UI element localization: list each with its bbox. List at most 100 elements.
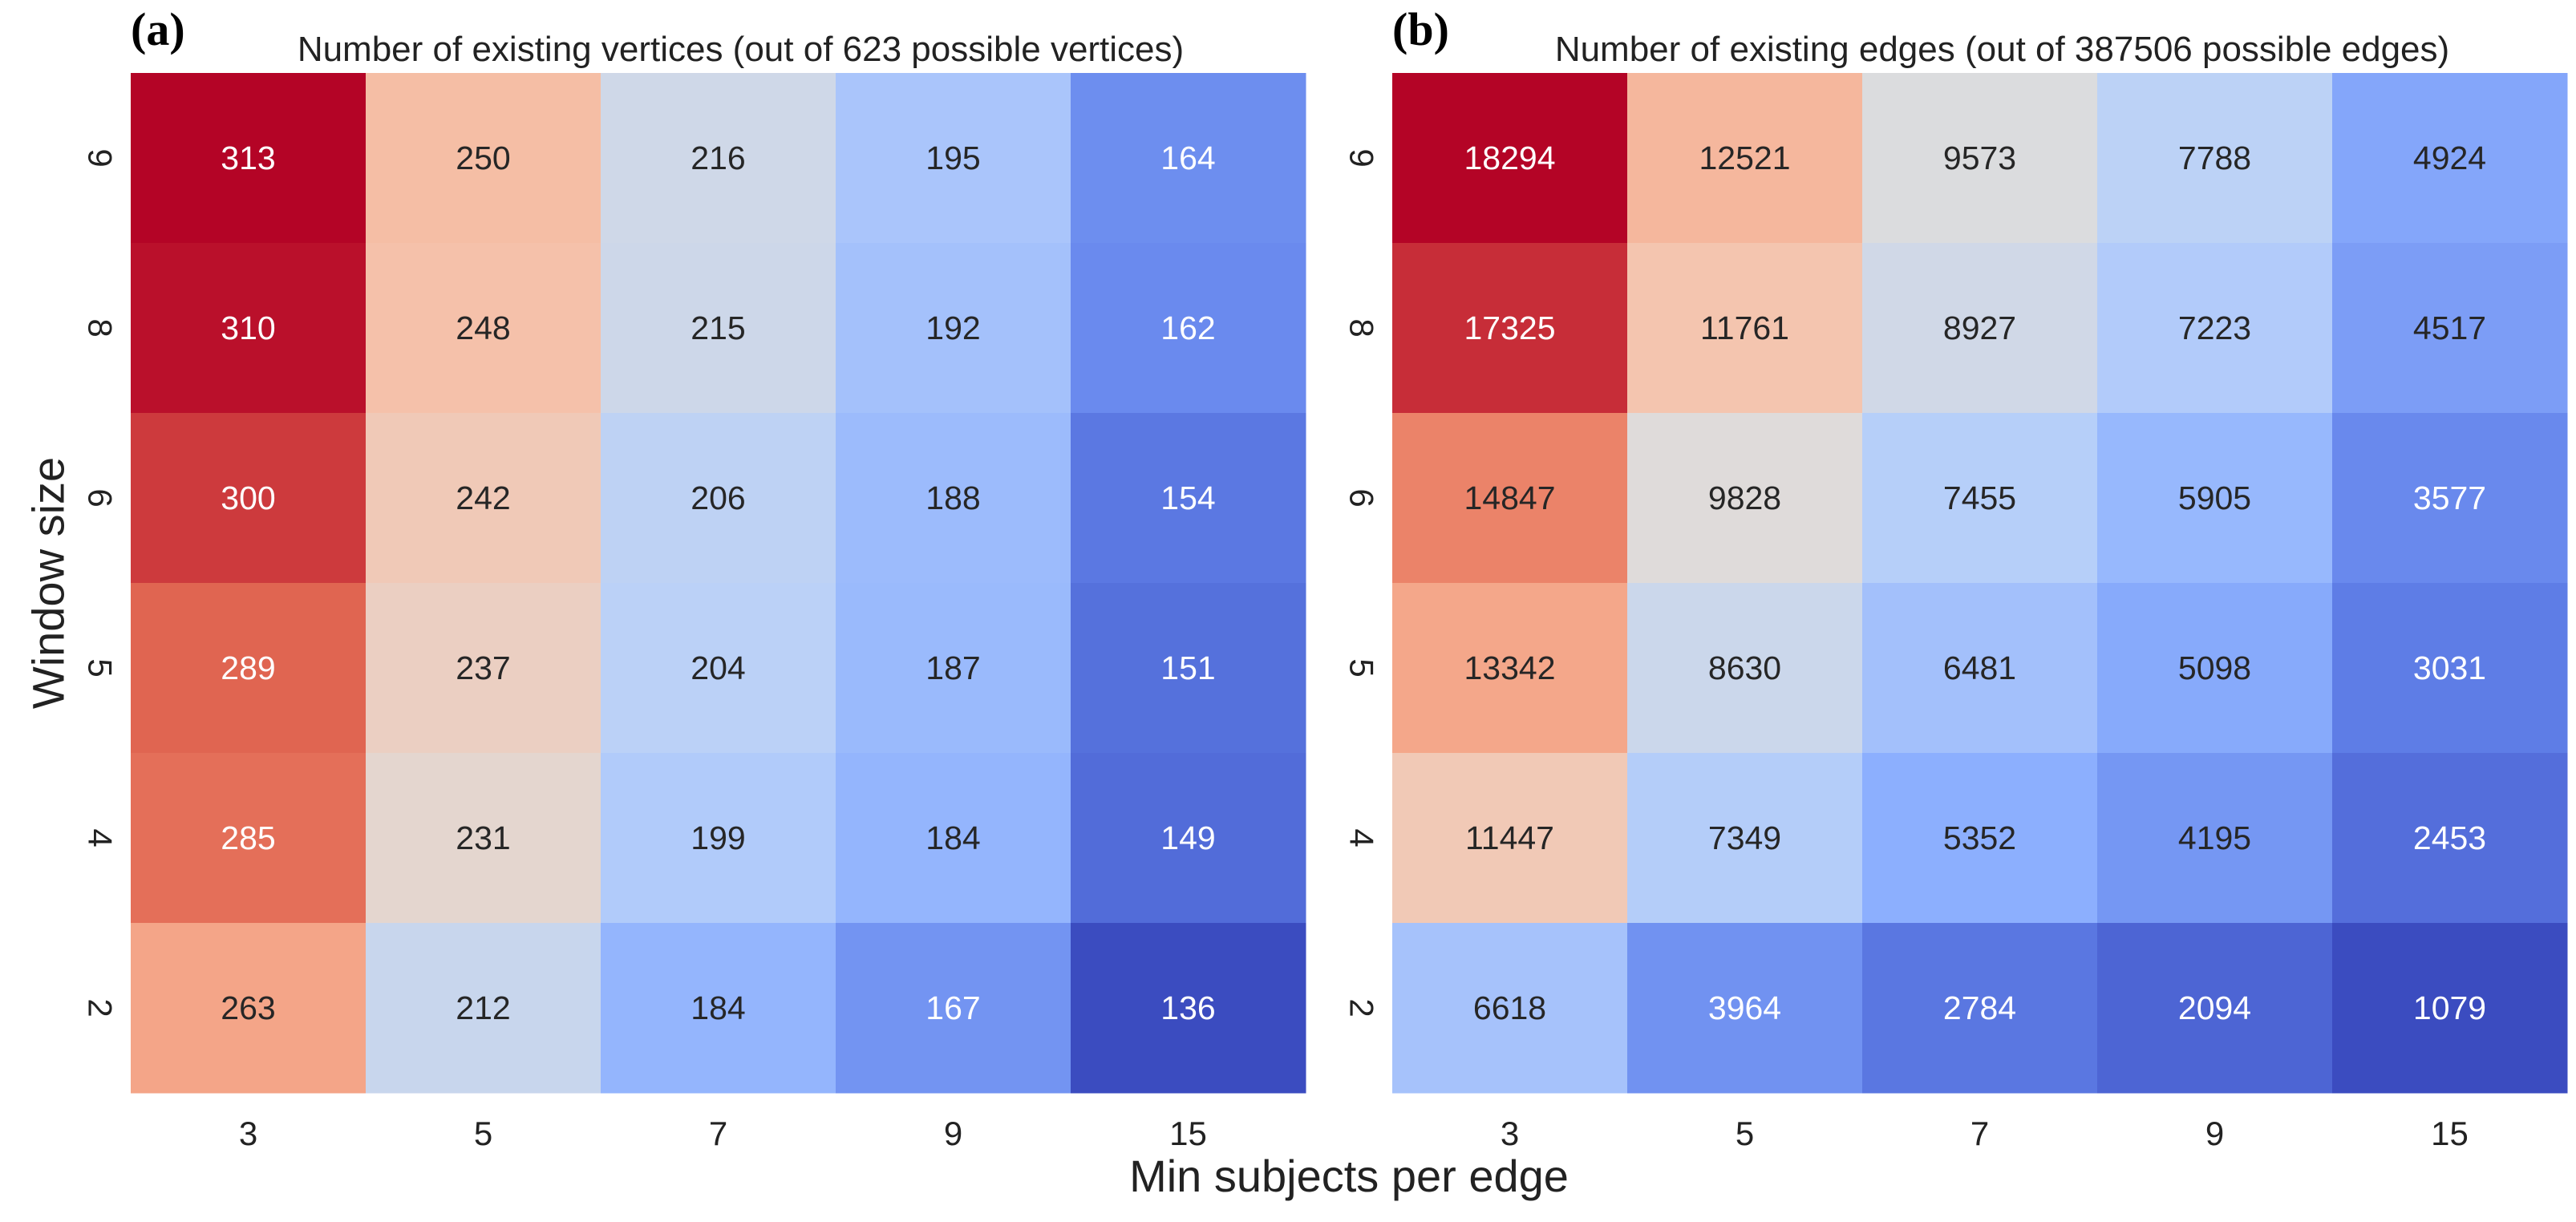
cell-value-1-4-0: 11447: [1465, 819, 1554, 856]
y-tick-label-0-4: 4: [82, 828, 119, 847]
heatmap-cell-0-5-4: [1071, 923, 1306, 1094]
heatmap-cell-0-5-2: [601, 923, 836, 1094]
y-tick-label-0-5: 2: [82, 998, 119, 1017]
cell-value-1-2-2: 7455: [1943, 479, 2016, 516]
heatmap-cell-0-2-3: [836, 413, 1071, 584]
cell-value-0-3-3: 187: [925, 649, 980, 686]
cell-value-1-5-1: 3964: [1708, 989, 1781, 1026]
cell-value-1-5-0: 6618: [1473, 989, 1546, 1026]
cell-value-1-4-3: 4195: [2178, 819, 2251, 856]
heatmap-cell-1-5-2: [1862, 923, 2098, 1094]
cell-value-1-1-4: 4517: [2413, 310, 2486, 346]
heatmap-cell-0-3-2: [601, 583, 836, 754]
cell-value-1-1-1: 11761: [1700, 310, 1789, 346]
cell-value-0-4-3: 184: [925, 819, 980, 856]
cell-value-0-3-2: 204: [691, 649, 745, 686]
heatmap-cell-0-4-1: [366, 753, 601, 924]
heatmap-cell-1-3-4: [2332, 583, 2568, 754]
cell-value-1-2-1: 9828: [1708, 479, 1781, 516]
cell-value-1-2-4: 3577: [2413, 479, 2486, 516]
cell-value-0-5-1: 212: [456, 989, 510, 1026]
cell-value-1-0-1: 12521: [1699, 140, 1790, 176]
x-tick-label-1-1: 5: [1736, 1115, 1754, 1152]
y-tick-label-1-5: 2: [1343, 998, 1381, 1017]
cell-value-0-1-0: 310: [221, 310, 275, 346]
cell-value-0-5-2: 184: [691, 989, 745, 1026]
heatmap-cell-0-3-4: [1071, 583, 1306, 754]
heatmap-cell-0-3-3: [836, 583, 1071, 754]
heatmap-cell-1-4-2: [1862, 753, 2098, 924]
heatmap-cell-0-1-0: [131, 243, 367, 414]
panel-label-1: (b): [1392, 3, 1449, 55]
heatmap-cell-0-4-3: [836, 753, 1071, 924]
cell-value-1-0-2: 9573: [1943, 140, 2016, 176]
cell-value-0-0-2: 216: [691, 140, 745, 176]
cell-value-1-1-2: 8927: [1943, 310, 2016, 346]
heatmap-cell-1-0-4: [2332, 73, 2568, 244]
cell-value-1-4-1: 7349: [1708, 819, 1781, 856]
heatmap-cell-0-0-3: [836, 73, 1071, 244]
heatmap-cell-1-2-2: [1862, 413, 2098, 584]
heatmap-cell-1-1-2: [1862, 243, 2098, 414]
cell-value-1-3-1: 8630: [1708, 649, 1781, 686]
cell-value-0-4-1: 231: [456, 819, 510, 856]
heatmap-cell-1-3-3: [2097, 583, 2333, 754]
cell-value-0-5-0: 263: [221, 989, 275, 1026]
panel-title-0: Number of existing vertices (out of 623 …: [298, 30, 1184, 69]
cell-value-0-4-0: 285: [221, 819, 275, 856]
x-tick-label-1-3: 9: [2205, 1115, 2224, 1152]
heatmap-cell-1-0-3: [2097, 73, 2333, 244]
cell-value-1-2-3: 5905: [2178, 479, 2251, 516]
cell-value-0-4-2: 199: [691, 819, 745, 856]
heatmap-cell-1-5-1: [1627, 923, 1863, 1094]
heatmap-cell-1-2-3: [2097, 413, 2333, 584]
heatmap-cell-1-4-0: [1392, 753, 1628, 924]
heatmap-cell-1-2-4: [2332, 413, 2568, 584]
cell-value-0-0-4: 164: [1160, 140, 1215, 176]
y-tick-label-1-1: 8: [1343, 318, 1381, 337]
cell-value-0-5-4: 136: [1160, 989, 1215, 1026]
cell-value-0-0-1: 250: [456, 140, 510, 176]
heatmap-cell-0-5-1: [366, 923, 601, 1094]
heatmap-cell-1-2-1: [1627, 413, 1863, 584]
cell-value-1-0-4: 4924: [2413, 140, 2486, 176]
cell-value-1-3-0: 13342: [1464, 649, 1555, 686]
cell-value-1-5-3: 2094: [2178, 989, 2251, 1026]
x-tick-label-0-0: 3: [239, 1115, 257, 1152]
cell-value-0-1-3: 192: [925, 310, 980, 346]
heatmap-cell-1-0-1: [1627, 73, 1863, 244]
cell-value-0-2-2: 206: [691, 479, 745, 516]
heatmap-cell-0-3-0: [131, 583, 367, 754]
x-tick-label-1-2: 7: [1970, 1115, 1989, 1152]
heatmap-cell-0-3-1: [366, 583, 601, 754]
heatmap-cell-1-5-0: [1392, 923, 1628, 1094]
y-tick-label-1-4: 4: [1343, 828, 1381, 847]
heatmap-cell-1-1-4: [2332, 243, 2568, 414]
heatmap-cell-1-1-0: [1392, 243, 1628, 414]
cell-value-1-5-2: 2784: [1943, 989, 2016, 1026]
cell-value-1-1-3: 7223: [2178, 310, 2251, 346]
x-tick-label-0-3: 9: [944, 1115, 962, 1152]
x-tick-label-1-0: 3: [1501, 1115, 1519, 1152]
heatmap-cell-0-2-2: [601, 413, 836, 584]
panel-label-0: (a): [131, 3, 185, 55]
heatmap-cell-0-2-0: [131, 413, 367, 584]
cell-value-0-3-0: 289: [221, 649, 275, 686]
heatmap-cell-0-1-2: [601, 243, 836, 414]
heatmap-cell-0-0-4: [1071, 73, 1306, 244]
cell-value-0-3-4: 151: [1160, 649, 1215, 686]
cell-value-0-0-3: 195: [925, 140, 980, 176]
heatmap-cell-1-5-3: [2097, 923, 2333, 1094]
heatmap-cell-1-0-0: [1392, 73, 1628, 244]
y-axis-label: Window size: [23, 457, 74, 709]
cell-value-1-4-4: 2453: [2413, 819, 2486, 856]
heatmap-cell-0-4-0: [131, 753, 367, 924]
heatmap-cell-0-5-0: [131, 923, 367, 1094]
cell-value-0-2-4: 154: [1160, 479, 1215, 516]
heatmap-cell-0-2-1: [366, 413, 601, 584]
y-tick-label-1-2: 6: [1343, 488, 1381, 507]
heatmap-cell-0-0-0: [131, 73, 367, 244]
y-tick-label-0-2: 6: [82, 488, 119, 507]
cell-value-1-4-2: 5352: [1943, 819, 2016, 856]
y-tick-label-0-1: 8: [82, 318, 119, 337]
